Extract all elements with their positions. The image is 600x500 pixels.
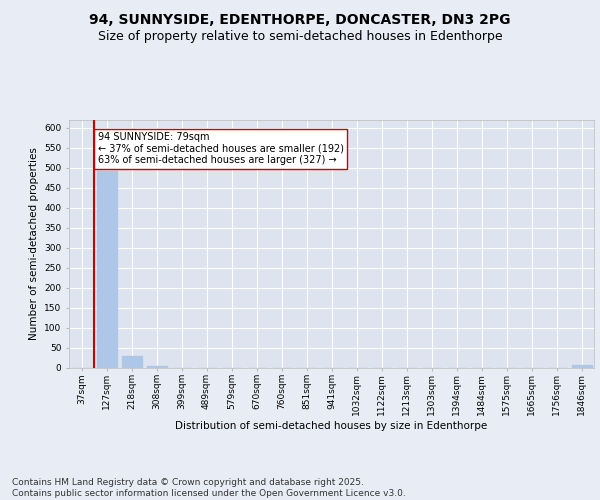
Text: 94, SUNNYSIDE, EDENTHORPE, DONCASTER, DN3 2PG: 94, SUNNYSIDE, EDENTHORPE, DONCASTER, DN… xyxy=(89,12,511,26)
Bar xyxy=(121,356,142,368)
Y-axis label: Number of semi-detached properties: Number of semi-detached properties xyxy=(29,148,38,340)
Text: Size of property relative to semi-detached houses in Edenthorpe: Size of property relative to semi-detach… xyxy=(98,30,502,43)
Text: Contains HM Land Registry data © Crown copyright and database right 2025.
Contai: Contains HM Land Registry data © Crown c… xyxy=(12,478,406,498)
Bar xyxy=(97,170,116,368)
Bar xyxy=(146,366,167,368)
X-axis label: Distribution of semi-detached houses by size in Edenthorpe: Distribution of semi-detached houses by … xyxy=(175,420,488,430)
Text: 94 SUNNYSIDE: 79sqm
← 37% of semi-detached houses are smaller (192)
63% of semi-: 94 SUNNYSIDE: 79sqm ← 37% of semi-detach… xyxy=(98,132,344,165)
Bar xyxy=(571,364,592,368)
